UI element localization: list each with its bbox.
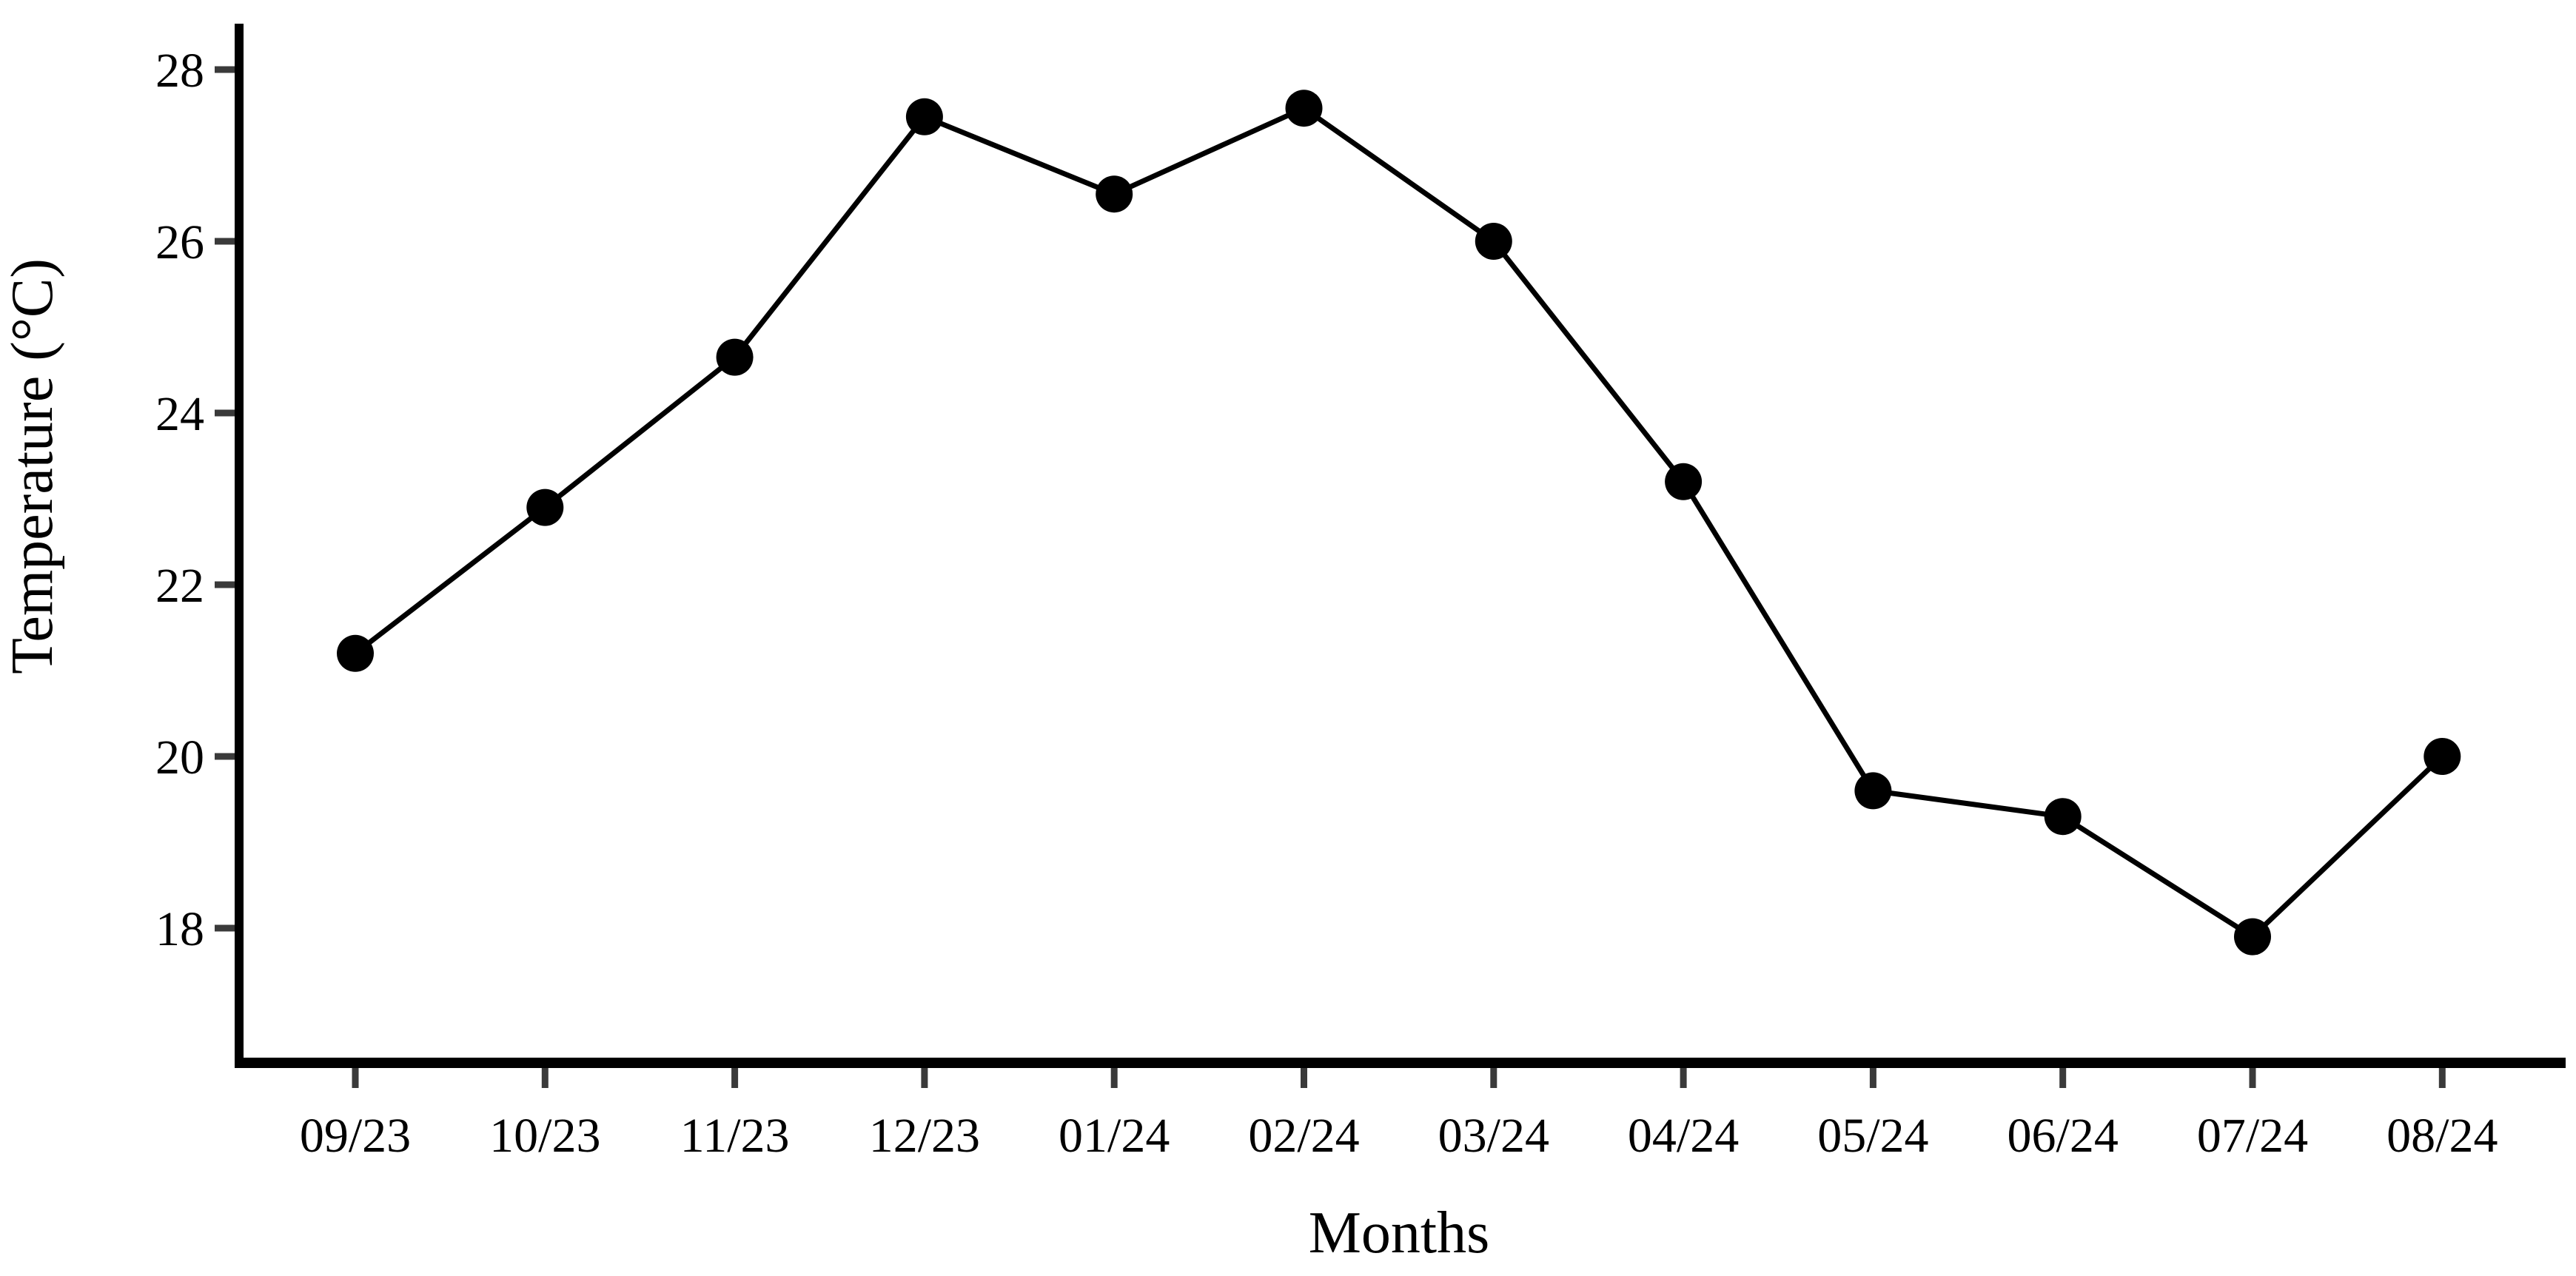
x-tick-label: 03/24	[1438, 1109, 1549, 1163]
x-tick-label: 10/23	[489, 1109, 600, 1163]
x-tick-mark	[1110, 1068, 1118, 1088]
x-tick-mark	[2059, 1068, 2067, 1088]
data-point-marker	[716, 338, 754, 376]
x-tick-label: 11/23	[680, 1109, 790, 1163]
x-axis-line	[235, 1058, 2566, 1068]
data-point-marker	[2424, 738, 2461, 775]
data-point-marker	[2044, 798, 2082, 836]
x-tick-mark	[541, 1068, 549, 1088]
data-point-marker	[2234, 918, 2271, 956]
x-tick-mark	[731, 1068, 739, 1088]
y-tick-mark	[215, 924, 235, 932]
y-tick-label: 20	[155, 731, 204, 785]
y-tick-mark	[215, 753, 235, 760]
x-tick-label: 04/24	[1628, 1109, 1739, 1163]
data-point-marker	[1285, 90, 1323, 127]
y-tick-label: 28	[155, 44, 204, 98]
x-tick-mark	[352, 1068, 359, 1088]
y-axis-line	[235, 24, 244, 1068]
y-tick-label: 24	[155, 387, 204, 441]
data-point-marker	[905, 98, 943, 135]
y-tick-label: 22	[155, 559, 204, 613]
x-tick-label: 12/23	[869, 1109, 980, 1163]
y-tick-mark	[215, 238, 235, 245]
data-point-marker	[1665, 463, 1703, 500]
y-tick-mark	[215, 66, 235, 73]
x-tick-label: 06/24	[2008, 1109, 2119, 1163]
x-tick-mark	[2438, 1068, 2446, 1088]
x-tick-mark	[1869, 1068, 1876, 1088]
data-point-marker	[526, 488, 564, 526]
y-tick-label: 26	[155, 215, 204, 269]
data-point-marker	[1854, 772, 1892, 810]
y-axis-title: Temperature (°C)	[0, 258, 65, 674]
x-tick-mark	[1680, 1068, 1687, 1088]
x-tick-mark	[2249, 1068, 2256, 1088]
x-tick-mark	[1301, 1068, 1307, 1088]
temperature-line	[353, 105, 2444, 941]
axes-layer	[215, 24, 2566, 1088]
x-tick-label: 01/24	[1059, 1109, 1170, 1163]
y-tick-label: 18	[155, 902, 204, 956]
labels-layer: 28 26 24 22 20 18 09/23 10/23 11/23 12/23 01/24 02/…	[0, 44, 2498, 1266]
line-series-layer	[337, 90, 2461, 956]
x-tick-label: 02/24	[1248, 1109, 1359, 1163]
x-tick-label: 07/24	[2197, 1109, 2308, 1163]
x-tick-label: 09/23	[300, 1109, 411, 1163]
x-tick-label: 08/24	[2387, 1109, 2498, 1163]
y-tick-mark	[215, 581, 235, 588]
x-tick-mark	[921, 1068, 928, 1088]
x-tick-label: 05/24	[1817, 1109, 1928, 1163]
y-tick-mark	[215, 409, 235, 417]
x-axis-title: Months	[1309, 1201, 1490, 1266]
data-point-marker	[1475, 223, 1512, 260]
x-tick-mark	[1490, 1068, 1497, 1088]
data-point-marker	[337, 634, 374, 672]
data-point-marker	[1096, 175, 1133, 213]
